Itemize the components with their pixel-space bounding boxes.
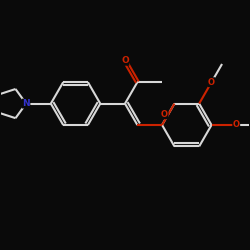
Text: O: O	[121, 56, 129, 65]
Text: N: N	[22, 99, 30, 108]
Text: O: O	[161, 110, 168, 119]
Text: O: O	[233, 120, 240, 130]
Text: O: O	[208, 78, 215, 87]
